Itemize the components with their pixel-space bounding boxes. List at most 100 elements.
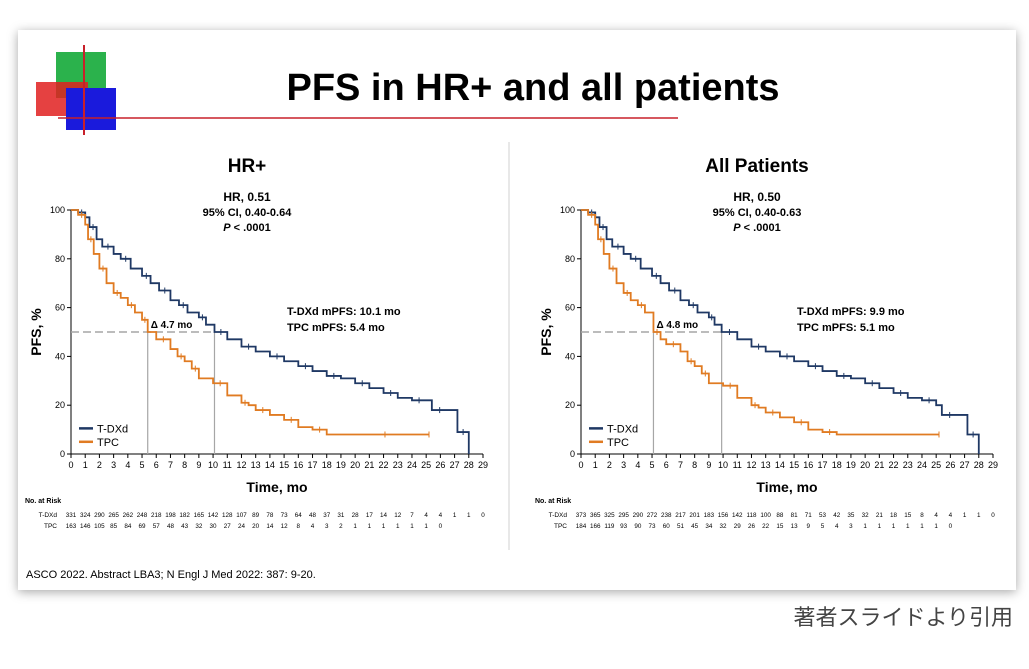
risk-cell: 13	[791, 523, 799, 530]
x-tick-label: 21	[874, 460, 884, 470]
p-value-number: < .0001	[741, 222, 781, 234]
risk-cell: 1	[382, 523, 386, 530]
median-text-tdxd: T-DXd mPFS: 9.9 mo	[797, 306, 905, 318]
risk-cell: 31	[337, 512, 345, 519]
risk-cell: 184	[576, 523, 587, 530]
x-tick-label: 5	[140, 460, 145, 470]
p-value-number: < .0001	[231, 222, 271, 234]
y-tick-label: 100	[50, 205, 65, 215]
risk-cell: 331	[66, 512, 77, 519]
x-tick-label: 9	[196, 460, 201, 470]
risk-cell: 7	[410, 512, 414, 519]
risk-cell: 89	[252, 512, 260, 519]
x-axis-label: Time, mo	[756, 479, 817, 495]
x-tick-label: 20	[350, 460, 360, 470]
risk-cell: 24	[238, 523, 246, 530]
x-tick-label: 28	[974, 460, 984, 470]
risk-cell: 12	[281, 523, 289, 530]
y-tick-label: 20	[55, 400, 65, 410]
y-tick-label: 60	[55, 303, 65, 313]
risk-cell: 1	[920, 523, 924, 530]
x-tick-label: 20	[860, 460, 870, 470]
x-tick-label: 14	[775, 460, 785, 470]
x-tick-label: 6	[154, 460, 159, 470]
legend-label-tdxd: T-DXd	[97, 423, 128, 435]
risk-cell: 69	[139, 523, 147, 530]
x-tick-label: 17	[818, 460, 828, 470]
risk-cell: 201	[689, 512, 700, 519]
x-tick-label: 23	[903, 460, 913, 470]
x-tick-label: 21	[364, 460, 374, 470]
median-text-tdxd: T-DXd mPFS: 10.1 mo	[287, 306, 401, 318]
risk-cell: 118	[746, 512, 757, 519]
risk-cell: 12	[394, 512, 402, 519]
risk-cell: 1	[878, 523, 882, 530]
risk-row-label: T-DXd	[549, 512, 568, 519]
risk-cell: 238	[661, 512, 672, 519]
risk-cell: 325	[604, 512, 615, 519]
risk-cell: 53	[819, 512, 827, 519]
risk-cell: 4	[424, 512, 428, 519]
risk-cell: 183	[704, 512, 715, 519]
confidence-interval: 95% CI, 0.40-0.64	[203, 207, 293, 219]
y-tick-label: 80	[55, 254, 65, 264]
risk-cell: 295	[618, 512, 629, 519]
x-tick-label: 24	[917, 460, 927, 470]
risk-cell: 1	[353, 523, 357, 530]
risk-cell: 2	[339, 523, 343, 530]
risk-cell: 1	[424, 523, 428, 530]
y-tick-label: 0	[570, 449, 575, 459]
risk-cell: 35	[847, 512, 855, 519]
risk-cell: 26	[748, 523, 756, 530]
risk-cell: 182	[179, 512, 190, 519]
x-tick-label: 10	[718, 460, 728, 470]
risk-cell: 5	[821, 523, 825, 530]
risk-cell: 17	[366, 512, 374, 519]
risk-cell: 22	[762, 523, 770, 530]
risk-cell: 32	[862, 512, 870, 519]
risk-cell: 27	[224, 523, 232, 530]
risk-cell: 365	[590, 512, 601, 519]
x-tick-label: 28	[464, 460, 474, 470]
risk-cell: 107	[236, 512, 247, 519]
risk-table-header: No. at Risk	[25, 498, 61, 505]
risk-cell: 262	[123, 512, 134, 519]
x-tick-label: 23	[393, 460, 403, 470]
risk-cell: 272	[647, 512, 658, 519]
risk-cell: 93	[620, 523, 628, 530]
risk-cell: 3	[325, 523, 329, 530]
risk-cell: 3	[849, 523, 853, 530]
p-value: P < .0001	[223, 222, 270, 234]
x-tick-label: 2	[607, 460, 612, 470]
p-value-label: P	[733, 222, 741, 234]
x-tick-label: 22	[889, 460, 899, 470]
slide-title: PFS in HR+ and all patients	[286, 67, 779, 109]
p-value: P < .0001	[733, 222, 780, 234]
x-tick-label: 22	[379, 460, 389, 470]
delta-label: Δ 4.7 mo	[151, 320, 193, 331]
median-text-tpc: TPC mPFS: 5.1 mo	[797, 322, 895, 334]
risk-cell: 90	[634, 523, 642, 530]
x-tick-label: 29	[478, 460, 488, 470]
y-axis-label: PFS, %	[538, 308, 554, 356]
delta-label: Δ 4.8 mo	[656, 320, 698, 331]
x-axis-label: Time, mo	[246, 479, 307, 495]
risk-cell: 28	[352, 512, 360, 519]
x-tick-label: 27	[960, 460, 970, 470]
risk-cell: 48	[309, 512, 317, 519]
risk-cell: 4	[835, 523, 839, 530]
risk-cell: 37	[323, 512, 331, 519]
y-tick-label: 40	[565, 351, 575, 361]
risk-cell: 198	[165, 512, 176, 519]
risk-cell: 290	[633, 512, 644, 519]
y-tick-label: 60	[565, 303, 575, 313]
risk-cell: 85	[110, 523, 118, 530]
risk-cell: 119	[604, 523, 615, 530]
x-tick-label: 15	[789, 460, 799, 470]
slide-canvas: PFS in HR+ and all patients HR+ HR, 0.51 9…	[25, 45, 998, 581]
risk-cell: 1	[453, 512, 457, 519]
x-tick-label: 16	[803, 460, 813, 470]
tdxd-curve	[71, 209, 470, 454]
x-tick-label: 5	[650, 460, 655, 470]
